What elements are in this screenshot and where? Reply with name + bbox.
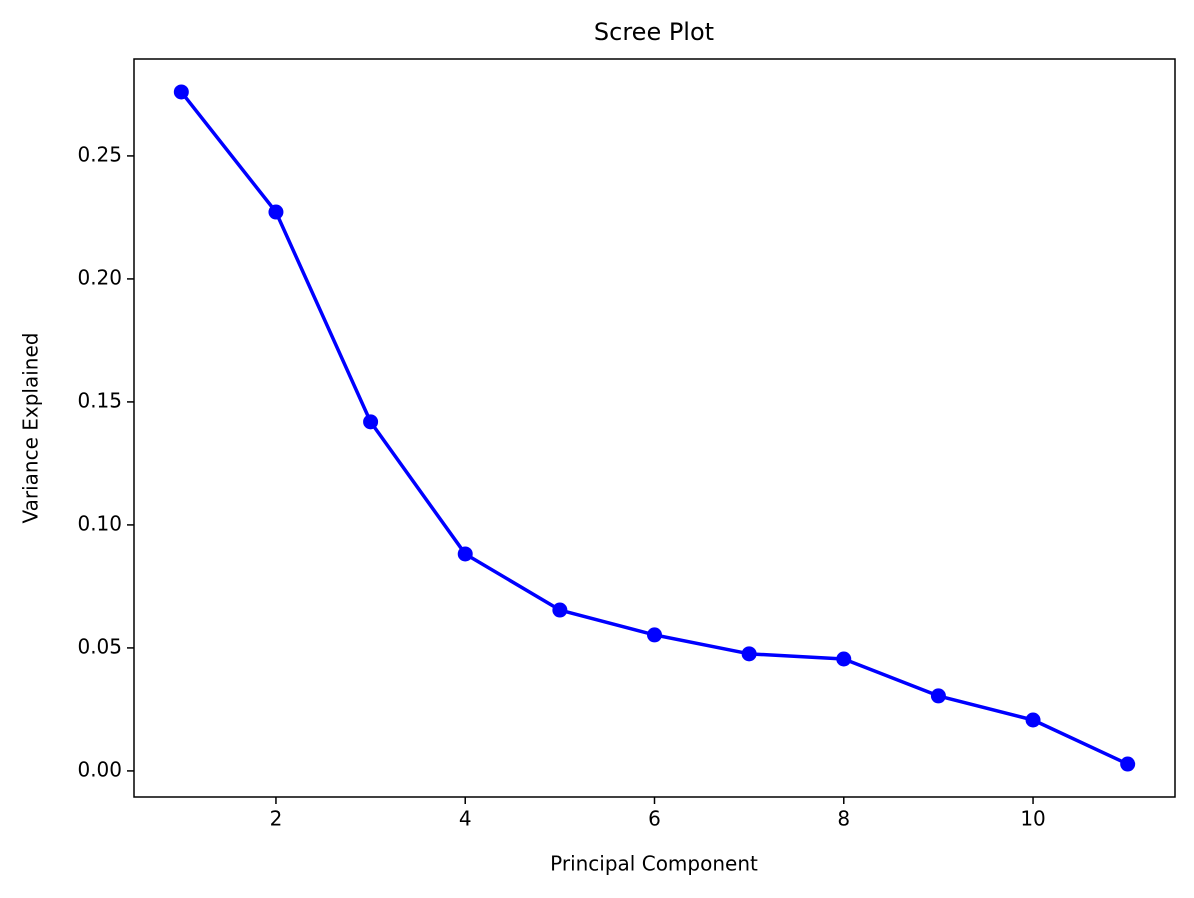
data-point <box>363 414 379 430</box>
x-tick-label: 8 <box>837 807 850 831</box>
data-line <box>179 90 1129 766</box>
y-tick-label: 0.00 <box>77 757 122 781</box>
chart-title: Scree Plot <box>594 18 714 46</box>
data-point <box>268 204 284 220</box>
data-point <box>1025 712 1041 728</box>
y-tick-label: 0.20 <box>77 265 122 289</box>
x-tick-label: 10 <box>1020 807 1045 831</box>
x-axis-label: Principal Component <box>550 852 758 876</box>
data-point <box>741 646 757 662</box>
data-point <box>552 602 568 618</box>
x-tick-label: 2 <box>270 807 283 831</box>
y-tick-label: 0.10 <box>77 511 122 535</box>
data-point <box>173 84 189 100</box>
x-tick-label: 4 <box>459 807 472 831</box>
x-tick-label: 6 <box>648 807 661 831</box>
data-point <box>1120 756 1136 772</box>
plot-frame <box>133 58 1176 798</box>
data-point <box>836 651 852 667</box>
y-tick-label: 0.25 <box>77 142 122 166</box>
y-axis-label: Variance Explained <box>19 333 43 524</box>
data-point <box>930 688 946 704</box>
data-point <box>457 546 473 562</box>
y-tick-label: 0.05 <box>77 634 122 658</box>
data-point <box>647 627 662 643</box>
y-tick-label: 0.15 <box>77 388 122 412</box>
